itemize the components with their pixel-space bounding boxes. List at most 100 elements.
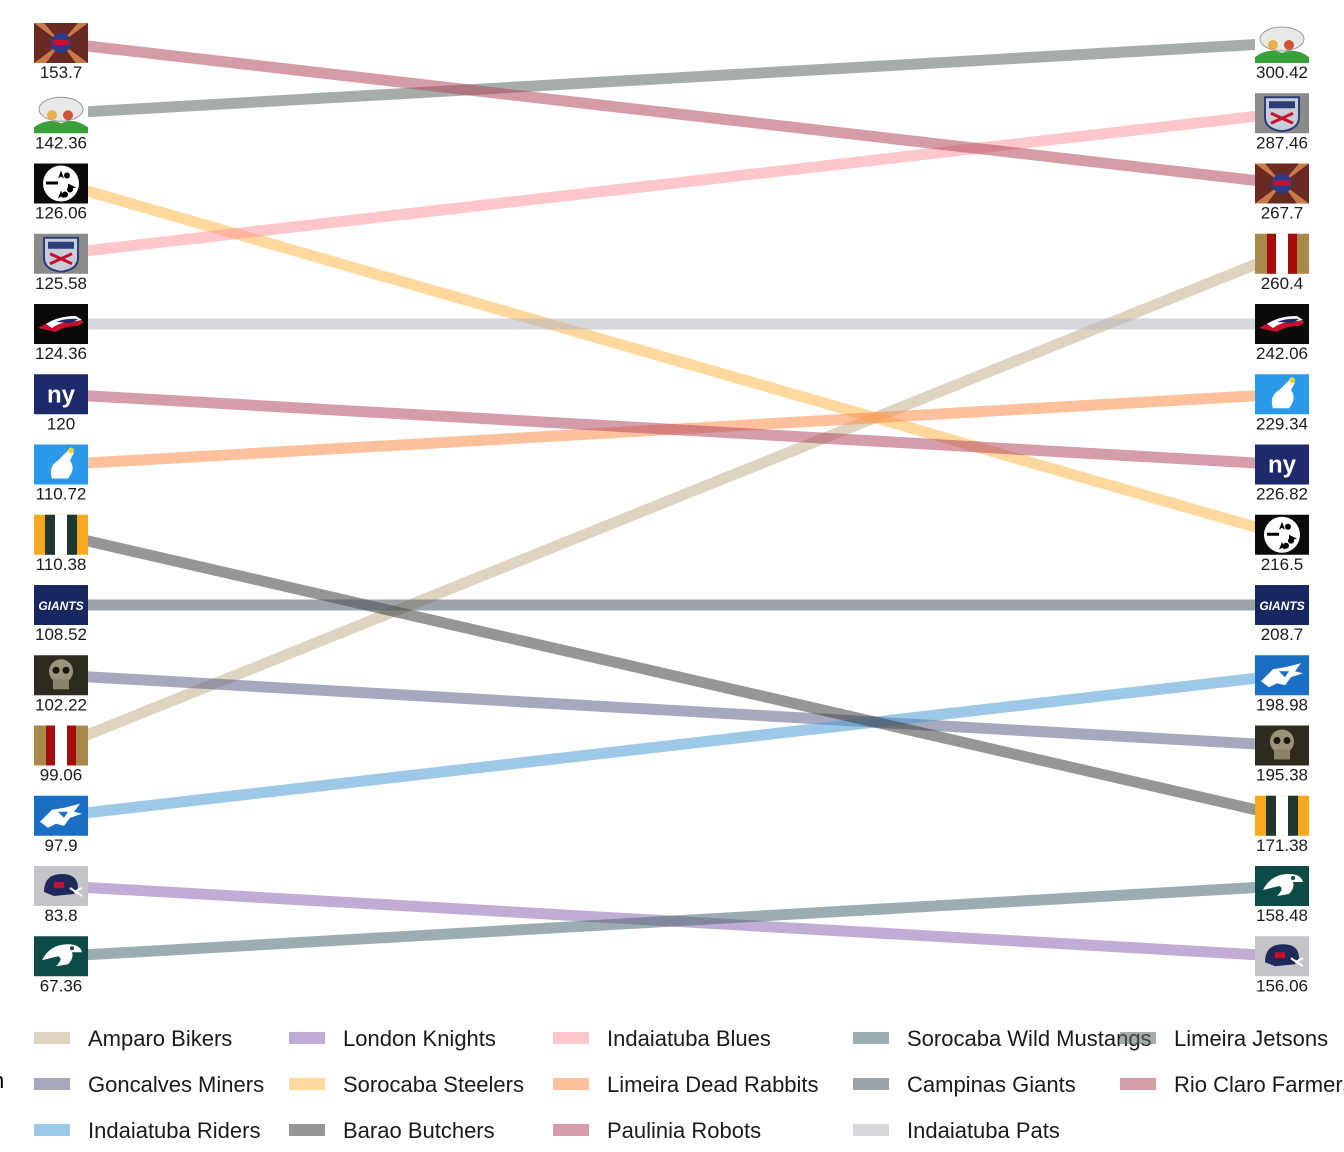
blue-panther-logo-icon [34, 795, 88, 836]
svg-text:ny: ny [47, 381, 76, 408]
starburst-logo-icon [34, 23, 88, 63]
patriots-logo-icon [34, 304, 88, 344]
series-line-indaiatuba-blues [60, 107, 1283, 260]
team-logos: ny ny GIANTS GIANTS [34, 23, 1309, 977]
starburst-logo-icon [1255, 163, 1309, 204]
legend-label: Barao Butchers [343, 1118, 495, 1143]
legend-swatch [34, 1124, 70, 1136]
value-label: 242.06 [1256, 344, 1308, 363]
value-label: 110.38 [36, 555, 87, 574]
value-label: 287.46 [1256, 133, 1308, 152]
rabbit-logo-icon [1255, 374, 1309, 415]
value-label: 158.48 [1256, 906, 1308, 925]
legend-swatch [34, 1078, 70, 1090]
legend-label: Paulinia Robots [607, 1118, 761, 1143]
value-label: 83.8 [44, 906, 77, 925]
legend-label: London Knights [343, 1026, 496, 1051]
series-line-indaiatuba-riders [60, 669, 1283, 822]
legend-label: Limeira Jetsons [1174, 1026, 1328, 1051]
ny-logo-icon: ny [1255, 444, 1309, 485]
value-labels: 99.06 260.4 102.22 195.38 97.9 198.98 83.8 156.… [35, 63, 1308, 995]
legend-swatch [553, 1032, 589, 1044]
legend-item: Sorocaba Wild Mustangs [853, 1026, 1152, 1051]
series-lines [58, 37, 1285, 962]
legend-swatch [289, 1078, 325, 1090]
legend-item: Indaiatuba Blues [553, 1026, 771, 1051]
blue-panther-logo-icon [1255, 655, 1309, 696]
pair-stripes-green-gold-icon [1255, 795, 1309, 836]
value-label: 67.36 [40, 976, 83, 995]
legend-item: Rio Claro Farmers [1120, 1072, 1344, 1097]
helmet-logo-icon [1255, 936, 1309, 977]
steelers-logo-icon [34, 163, 88, 204]
value-label: 126.06 [35, 204, 87, 223]
legend-item: Limeira Dead Rabbits [553, 1072, 819, 1097]
legend-item: Sorocaba Steelers [289, 1072, 524, 1097]
value-label: 108.52 [35, 625, 87, 644]
value-label: 99.06 [40, 766, 83, 785]
legend-swatch [553, 1124, 589, 1136]
value-label: 153.7 [40, 63, 83, 82]
legend-item: Campinas Giants [853, 1072, 1076, 1097]
pair-stripes-green-gold-icon [34, 514, 88, 555]
value-label: 260.4 [1261, 274, 1304, 293]
legend-item: Paulinia Robots [553, 1118, 761, 1143]
svg-text:GIANTS: GIANTS [38, 599, 83, 613]
value-label: 110.72 [36, 485, 87, 504]
value-label: 125.58 [35, 274, 87, 293]
series-line-goncalves-miners [60, 669, 1283, 751]
legend-label: Goncalves Miners [88, 1072, 264, 1097]
value-label: 216.5 [1261, 555, 1304, 574]
legend-swatch [853, 1124, 889, 1136]
skull-logo-icon [34, 655, 88, 696]
eagle-logo-icon [34, 936, 88, 977]
legend-swatch [289, 1032, 325, 1044]
legend-item: Limeira Jetsons [1120, 1026, 1328, 1051]
steelers-logo-icon [1255, 514, 1309, 555]
series-line-sorocaba-steelers [59, 178, 1284, 541]
legend-item: Barao Butchers [289, 1118, 495, 1143]
skull-logo-icon [1255, 725, 1309, 766]
legend-label: Sorocaba Steelers [343, 1072, 524, 1097]
legend-label: Indaiatuba Riders [88, 1118, 260, 1143]
legend-label: Limeira Dead Rabbits [607, 1072, 819, 1097]
eagle-logo-icon [1255, 866, 1309, 906]
value-label: 226.82 [1256, 485, 1308, 504]
series-line-rio-claro-farmers [60, 37, 1283, 189]
value-label: 229.34 [1256, 414, 1308, 433]
shield-logo-icon [34, 233, 88, 274]
value-label: 120 [47, 414, 75, 433]
legend-label: Indaiatuba Blues [607, 1026, 771, 1051]
legend-item: Indaiatuba Riders [34, 1118, 260, 1143]
series-line-sorocaba-wild-mustangs [60, 880, 1283, 962]
svg-text:GIANTS: GIANTS [1259, 599, 1304, 613]
shield-logo-icon [1255, 93, 1309, 134]
cartoon-logo-icon [1255, 23, 1309, 63]
giants-logo-icon: GIANTS [34, 585, 88, 625]
legend-title: n [0, 1068, 4, 1094]
value-label: 198.98 [1256, 695, 1308, 714]
legend-item: Amparo Bikers [34, 1026, 232, 1051]
legend-swatch [853, 1078, 889, 1090]
legend-label: Indaiatuba Pats [907, 1118, 1060, 1143]
legend-item: London Knights [289, 1026, 496, 1051]
pair-stripes-gold-red-icon [34, 725, 88, 766]
cartoon-logo-icon [34, 93, 88, 134]
value-label: 171.38 [1256, 836, 1308, 855]
series-line-paulinia-robots [60, 388, 1283, 470]
pair-stripes-gold-red-icon [1255, 233, 1309, 274]
legend-swatch [1120, 1078, 1156, 1090]
value-label: 97.9 [44, 836, 77, 855]
value-label: 300.42 [1256, 63, 1308, 82]
value-label: 195.38 [1256, 766, 1308, 785]
value-label: 124.36 [35, 344, 87, 363]
legend-item: Indaiatuba Pats [853, 1118, 1060, 1143]
value-label: 156.06 [1256, 976, 1308, 995]
legend-item: Goncalves Miners [34, 1072, 264, 1097]
series-line-barao-butchers [59, 529, 1284, 822]
legend-swatch [289, 1124, 325, 1136]
series-line-limeira-jetsons [60, 37, 1283, 119]
legend-swatch [553, 1078, 589, 1090]
value-label: 142.36 [35, 133, 87, 152]
legend-label: Campinas Giants [907, 1072, 1076, 1097]
